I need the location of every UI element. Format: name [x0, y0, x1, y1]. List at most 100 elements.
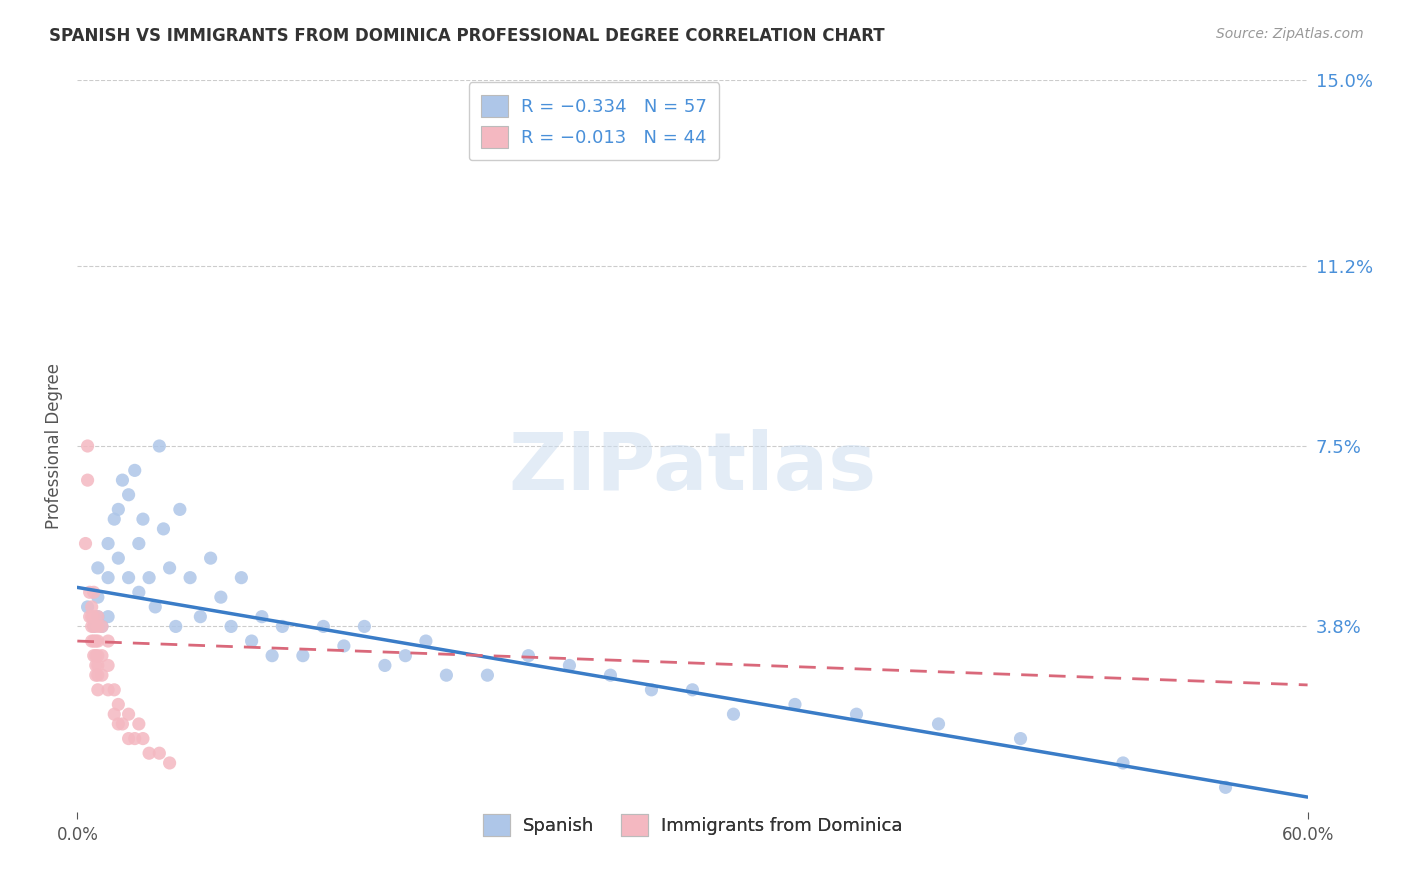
Legend: Spanish, Immigrants from Dominica: Spanish, Immigrants from Dominica [475, 806, 910, 843]
Point [87, 668, 110, 682]
Point [132, 512, 155, 526]
Point [80, 634, 103, 648]
Y-axis label: Professional Degree: Professional Degree [45, 363, 63, 529]
Point [87, 609, 110, 624]
Point [97, 658, 120, 673]
Point [83, 634, 105, 648]
Point [152, 522, 174, 536]
Point [107, 551, 129, 566]
Point [1112, 756, 1135, 770]
Text: ZIPatlas: ZIPatlas [509, 429, 876, 507]
Point [128, 585, 150, 599]
Point [517, 648, 540, 663]
Point [117, 488, 139, 502]
Point [138, 746, 160, 760]
Point [1215, 780, 1237, 795]
Point [124, 731, 146, 746]
Point [124, 463, 146, 477]
Point [107, 698, 129, 712]
Point [640, 682, 662, 697]
Point [83, 619, 105, 633]
Point [97, 634, 120, 648]
Text: SPANISH VS IMMIGRANTS FROM DOMINICA PROFESSIONAL DEGREE CORRELATION CHART: SPANISH VS IMMIGRANTS FROM DOMINICA PROF… [49, 27, 884, 45]
Point [80, 619, 103, 633]
Point [87, 634, 110, 648]
Point [76, 473, 98, 487]
Point [103, 682, 125, 697]
Point [128, 717, 150, 731]
Point [333, 639, 356, 653]
Point [80, 599, 103, 614]
Point [79, 609, 101, 624]
Point [83, 609, 105, 624]
Point [87, 590, 110, 604]
Point [90, 668, 114, 682]
Point [128, 536, 150, 550]
Point [97, 536, 120, 550]
Point [97, 571, 120, 585]
Point [80, 609, 103, 624]
Point [271, 619, 294, 633]
Point [209, 590, 232, 604]
Point [117, 707, 139, 722]
Point [682, 682, 704, 697]
Point [845, 707, 868, 722]
Point [928, 717, 950, 731]
Point [436, 668, 458, 682]
Point [353, 619, 375, 633]
Point [148, 439, 170, 453]
Point [117, 731, 139, 746]
Point [558, 658, 581, 673]
Point [117, 571, 139, 585]
Point [83, 648, 105, 663]
Point [90, 648, 114, 663]
Point [374, 658, 396, 673]
Point [83, 619, 105, 633]
Point [219, 619, 242, 633]
Point [87, 561, 110, 575]
Point [84, 658, 107, 673]
Point [723, 707, 745, 722]
Point [143, 599, 166, 614]
Point [97, 682, 120, 697]
Point [103, 512, 125, 526]
Point [250, 609, 273, 624]
Point [159, 561, 181, 575]
Point [231, 571, 253, 585]
Point [111, 473, 134, 487]
Point [165, 619, 187, 633]
Point [84, 634, 107, 648]
Point [169, 502, 191, 516]
Point [312, 619, 335, 633]
Point [262, 648, 284, 663]
Point [84, 668, 107, 682]
Point [83, 585, 105, 599]
Point [76, 599, 98, 614]
Point [79, 585, 101, 599]
Point [84, 648, 107, 663]
Point [87, 658, 110, 673]
Point [87, 619, 110, 633]
Point [111, 717, 134, 731]
Point [103, 707, 125, 722]
Point [90, 619, 114, 633]
Point [291, 648, 314, 663]
Point [159, 756, 181, 770]
Point [394, 648, 416, 663]
Point [87, 609, 110, 624]
Point [179, 571, 201, 585]
Point [76, 439, 98, 453]
Point [75, 536, 97, 550]
Point [783, 698, 806, 712]
Point [1010, 731, 1032, 746]
Point [87, 648, 110, 663]
Point [107, 502, 129, 516]
Point [90, 619, 114, 633]
Point [188, 609, 212, 624]
Point [138, 571, 160, 585]
Point [477, 668, 499, 682]
Point [97, 609, 120, 624]
Point [200, 551, 222, 566]
Text: Source: ZipAtlas.com: Source: ZipAtlas.com [1216, 27, 1364, 41]
Point [87, 682, 110, 697]
